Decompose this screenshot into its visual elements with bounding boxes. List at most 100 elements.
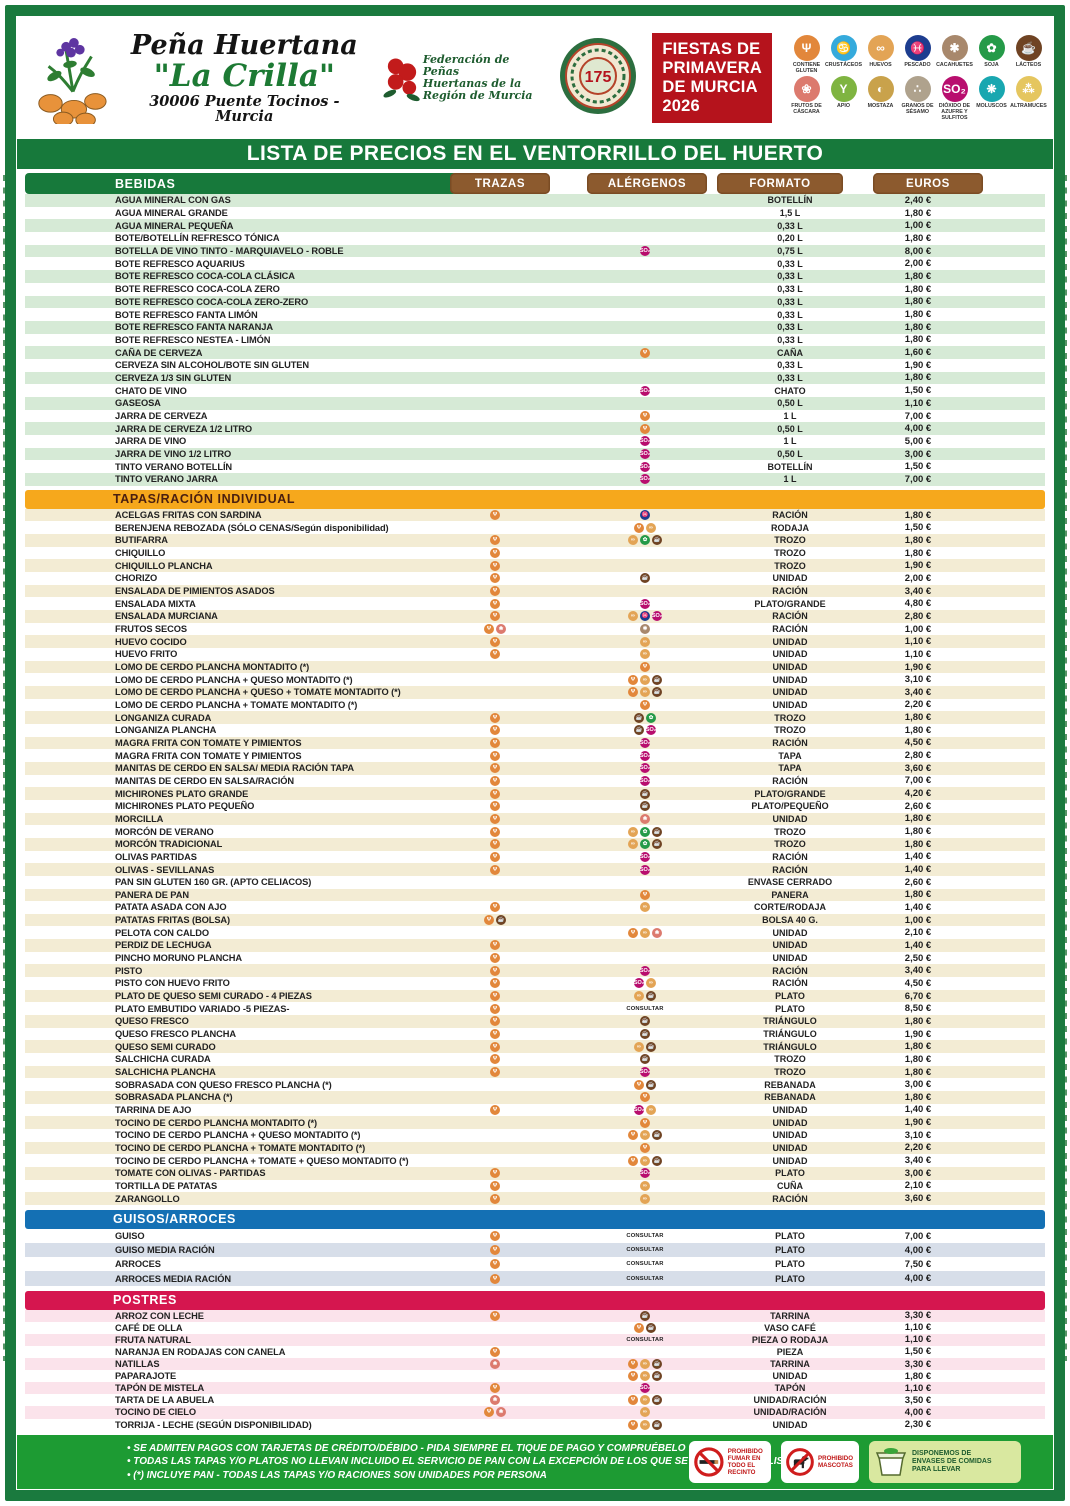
allergen-sulfitos-icon: SO₂ xyxy=(639,474,651,485)
item-price: 4,00 € xyxy=(904,1273,932,1285)
item-alergenos: ∞ xyxy=(585,635,705,648)
item-formato: TROZO xyxy=(774,712,806,723)
item-alergenos: SO₂ xyxy=(585,1167,705,1180)
allergen-gluten-icon: Ψ xyxy=(490,1245,500,1256)
item-trazas xyxy=(445,257,545,270)
event-line2: PRIMAVERA xyxy=(662,59,762,77)
item-trazas: Ψ xyxy=(445,1192,545,1205)
item-formato: RACIÓN xyxy=(772,775,808,786)
item-formato: CAÑA xyxy=(777,347,803,358)
item-alergenos xyxy=(585,547,705,560)
takeaway-text: DISPONEMOS DE ENVASES DE COMIDAS PARA LL… xyxy=(912,1450,992,1473)
item-name: CHATO DE VINO xyxy=(115,385,187,396)
item-alergenos: Ψ ∞ ☕ xyxy=(585,1419,705,1431)
allergen-gluten-icon: Ψ xyxy=(628,687,638,698)
item-alergenos: Ψ ∞ ☕ xyxy=(585,673,705,686)
item-name: MICHIRONES PLATO PEQUEÑO xyxy=(115,801,255,812)
item-name: LOMO DE CERDO PLANCHA MONTADITO (*) xyxy=(115,662,310,673)
item-price: 7,00 € xyxy=(904,1230,932,1242)
item-formato: PLATO xyxy=(775,1231,805,1241)
menu-item-row: GUISO Ψ CONSULTAR PLATO 7,00 € xyxy=(25,1229,1045,1243)
item-trazas xyxy=(445,1370,545,1382)
allergen-lacteos-icon: ☕ xyxy=(646,991,656,1002)
item-trazas xyxy=(445,1091,545,1104)
item-name: TOCINO DE CERDO PLANCHA + QUESO MONTADIT… xyxy=(115,1130,361,1141)
item-price: 1,80 € xyxy=(904,724,932,736)
item-price: 1,00 € xyxy=(904,914,932,926)
item-formato: BOLSA 40 G. xyxy=(762,915,818,926)
item-formato: UNIDAD xyxy=(772,674,808,685)
section-label-postres: POSTRES xyxy=(113,1293,177,1308)
item-name: HUEVO COCIDO xyxy=(115,636,187,647)
item-price: 7,00 € xyxy=(904,775,932,787)
menu-item-row: BOTE REFRESCO COCA-COLA ZERO-ZERO 0,33 L 1… xyxy=(25,295,1045,309)
item-price: 4,00 € xyxy=(904,1244,932,1256)
item-alergenos xyxy=(585,232,705,245)
allergen-gluten-icon: Ψ xyxy=(490,991,500,1002)
section-label-guisos: GUISOS/ARROCES xyxy=(113,1212,236,1227)
allergen-gluten-icon: Ψ xyxy=(490,1067,500,1078)
no-pets-icon xyxy=(786,1448,814,1476)
item-formato: RACIÓN xyxy=(772,965,808,976)
allergen-huevos-icon: ∞ xyxy=(640,1395,650,1406)
allergen-legend-row1: Ψ CONTIENE GLUTEN ♋ CRUSTÁCEOS ∞ HUEVOS ♓ PESCA… xyxy=(788,35,1047,74)
item-trazas xyxy=(445,232,545,245)
item-formato: 0,75 L xyxy=(777,246,803,257)
item-formato: TRIÁNGULO xyxy=(763,1016,817,1027)
item-name: BOTE/BOTELLÍN REFRESCO TÓNICA xyxy=(115,233,280,244)
allergen-huevos-icon: ∞ xyxy=(640,1130,650,1141)
item-alergenos: SO₂ xyxy=(585,460,705,473)
item-price: 2,80 € xyxy=(904,610,932,622)
item-formato: PLATO xyxy=(775,1273,805,1284)
legend-item-lacteos: ☕ LÁCTEOS xyxy=(1010,35,1047,68)
price-list: BEBIDAS TRAZAS ALÉRGENOS FORMATO EUROS A… xyxy=(3,169,1067,1431)
item-name: CERVEZA SIN ALCOHOL/BOTE SIN GLUTEN xyxy=(115,360,309,371)
item-alergenos xyxy=(585,397,705,410)
allergen-gluten-icon: Ψ xyxy=(628,1359,638,1370)
item-name: NARANJA EN RODAJAS CON CANELA xyxy=(115,1346,286,1357)
item-alergenos: ∞ ✿ ☕ xyxy=(585,534,705,547)
menu-item-row: PINCHO MORUNO PLANCHA Ψ UNIDAD 2,50 € xyxy=(25,952,1045,965)
item-trazas: Ψ xyxy=(445,585,545,598)
item-formato: 0,33 L xyxy=(777,296,803,307)
item-alergenos: Ψ ∞ ☕ xyxy=(585,1370,705,1382)
legend-label: PESCADO xyxy=(904,62,931,68)
allergen-frutos_cascara-icon: ❀ xyxy=(640,813,650,824)
menu-item-row: AGUA MINERAL CON GAS BOTELLÍN 2,40 € xyxy=(25,194,1045,207)
allergen-soja-icon: ✿ xyxy=(640,839,650,850)
allergen-gluten-icon: Ψ xyxy=(490,725,500,736)
item-alergenos: Ψ xyxy=(585,410,705,423)
allergen-gluten-icon: Ψ xyxy=(490,636,500,647)
item-formato: TRIÁNGULO xyxy=(763,1029,817,1040)
item-formato: UNIDAD xyxy=(772,953,808,964)
allergen-lacteos-icon: ☕ xyxy=(640,788,650,799)
allergen-gluten-icon: Ψ xyxy=(490,535,500,546)
item-formato: UNIDAD xyxy=(772,1419,808,1430)
allergen-gluten-icon: Ψ xyxy=(640,1142,650,1153)
item-alergenos: Ψ ∞ ☕ xyxy=(585,686,705,699)
item-formato: RACIÓN xyxy=(772,864,808,875)
item-trazas: Ψ xyxy=(445,597,545,610)
item-price: 4,00 € xyxy=(904,1406,932,1418)
item-trazas: Ψ ☕ xyxy=(445,914,545,927)
item-alergenos xyxy=(585,207,705,220)
menu-item-row: BOTE REFRESCO FANTA NARANJA 0,33 L 1,80 € xyxy=(25,320,1045,334)
menu-item-row: PAN SIN GLUTEN 160 GR. (APTO CELIACOS) EN… xyxy=(25,876,1045,889)
menu-item-row: PATATA ASADA CON AJO Ψ ∞ CORTE/RODAJA 1,40 € xyxy=(25,901,1045,914)
item-price: 1,80 € xyxy=(904,334,932,346)
no-pets-text: PROHIBIDO MASCOTAS xyxy=(817,1455,854,1469)
allergen-gluten-icon: Ψ xyxy=(793,35,820,61)
item-trazas xyxy=(445,1142,545,1155)
item-formato: ENVASE CERRADO xyxy=(747,877,833,888)
allergen-sulfitos-icon: SO₂ xyxy=(639,763,651,774)
item-trazas xyxy=(445,1116,545,1129)
menu-item-row: NATILLAS ❀ Ψ ∞ ☕ TARRINA 3,30 € xyxy=(25,1358,1045,1371)
allergen-huevos-icon: ∞ xyxy=(640,649,650,660)
allergen-sulfitos-icon: SO₂ xyxy=(639,598,651,609)
no-smoking-badge: PROHIBIDO FUMAR EN TODO EL RECINTO xyxy=(689,1441,771,1483)
allergen-gluten-icon: Ψ xyxy=(490,839,500,850)
item-price: 3,10 € xyxy=(904,674,932,686)
allergen-mostaza-icon: ◐ xyxy=(867,76,894,102)
item-trazas: ❀ xyxy=(445,1394,545,1406)
